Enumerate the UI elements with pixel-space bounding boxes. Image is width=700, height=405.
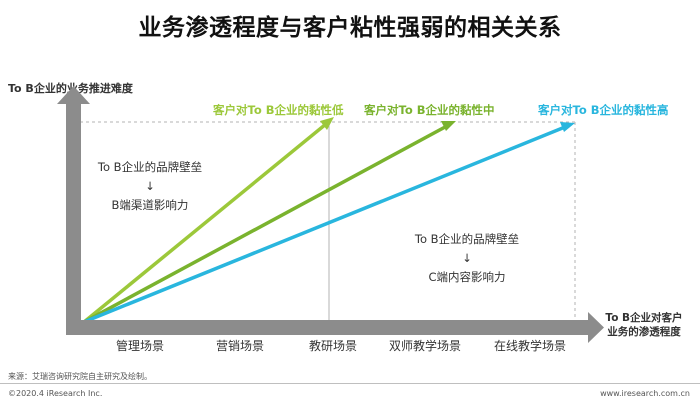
copyright: ©2020.4 iResearch Inc. (8, 389, 103, 398)
scene-label-marketing: 营销场景 (215, 339, 265, 353)
x-axis-title-line2: 业务的渗透程度 (607, 326, 681, 338)
line-label-low: 客户对To B企业的黏性低 (213, 103, 344, 117)
scene-label-teaching-research: 教研场景 (308, 339, 358, 353)
line-mid-stickiness (83, 124, 448, 324)
website-link[interactable]: www.iresearch.com.cn (600, 389, 690, 398)
source-note: 来源：艾瑞咨询研究院自主研究及绘制。 (8, 372, 152, 381)
note-left-line1: To B企业的品牌壁垒 (97, 160, 203, 174)
scene-label-dual-teacher: 双师教学场景 (388, 339, 462, 353)
arrowhead-high (560, 122, 575, 132)
line-high-stickiness (83, 125, 566, 324)
scene-label-management: 管理场景 (115, 339, 165, 353)
page-title: 业务渗透程度与客户粘性强弱的相关关系 (138, 15, 562, 41)
x-axis-title: To B企业对客户 业务的渗透程度 (595, 311, 693, 339)
note-right-line2: C端内容影响力 (428, 270, 506, 284)
line-label-high: 客户对To B企业的黏性高 (538, 103, 669, 117)
note-left-line2: B端渠道影响力 (111, 198, 189, 212)
note-right: To B企业的品牌壁垒 ↓ C端内容影响力 (402, 230, 532, 287)
footer-divider (0, 383, 700, 384)
x-axis (66, 320, 590, 335)
y-axis-arrow (57, 86, 90, 104)
y-axis-title: To B企业的业务推进难度 (8, 82, 133, 95)
x-axis-arrow (588, 312, 604, 343)
arrowhead-mid (441, 121, 456, 131)
arrowhead-low (320, 117, 334, 130)
note-right-line1: To B企业的品牌壁垒 (414, 232, 520, 246)
line-label-mid: 客户对To B企业的黏性中 (364, 103, 495, 117)
note-right-arrow: ↓ (462, 251, 472, 265)
line-low-stickiness (82, 122, 328, 324)
y-axis (66, 102, 81, 324)
scene-label-online-teaching: 在线教学场景 (493, 339, 567, 353)
note-left-arrow: ↓ (145, 179, 155, 193)
note-left: To B企业的品牌壁垒 ↓ B端渠道影响力 (85, 158, 215, 215)
x-axis-title-line1: To B企业对客户 (605, 312, 683, 324)
